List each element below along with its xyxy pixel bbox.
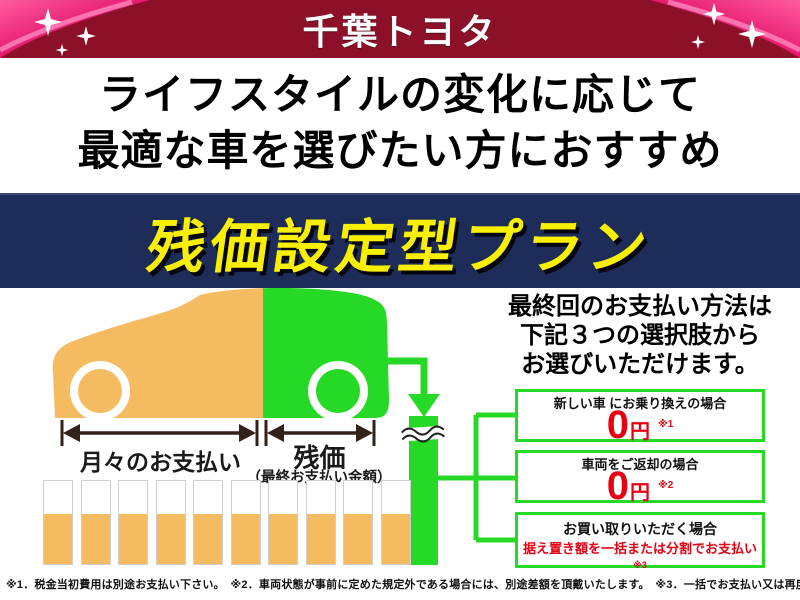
ribbon-left-icon: [0, 0, 150, 58]
sparkle-icon: [76, 26, 96, 46]
option-note: ※1: [657, 419, 674, 430]
sparkle-icon: [691, 35, 705, 49]
monthly-pay-bar: [305, 480, 336, 565]
option-note: ※2: [657, 480, 674, 491]
plan-banner-title: 残価設定型プラン: [142, 214, 656, 280]
diagram-area: 月々のお支払い 残価 （最終お支払い金額） 最終回のお支払い方法は 下記３つの選…: [0, 288, 800, 572]
header-banner: 千葉トヨタ: [0, 0, 800, 58]
monthly-pay-bar: [230, 480, 261, 565]
sparkle-icon: [55, 43, 69, 57]
brand-logo: 千葉トヨタ: [302, 11, 498, 52]
option-box-trade-in: 新しい車 にお乗り換えの場合 0 円 ※1: [515, 389, 765, 447]
option-note: ※3: [633, 560, 647, 570]
monthly-pay-bar: [268, 480, 299, 565]
monthly-pay-bar: [193, 480, 224, 565]
monthly-bars: [43, 480, 411, 565]
monthly-pay-bar: [118, 480, 149, 565]
monthly-pay-bar-fill: [381, 514, 410, 564]
options-heading: 最終回のお支払い方法は 下記３つの選択肢から お選びいただけます。: [495, 292, 785, 379]
option-box-return: 車両をご返却の場合 0 円 ※2: [515, 450, 765, 508]
options-heading-line-2: 下記３つの選択肢から: [520, 322, 760, 349]
monthly-pay-bar: [155, 480, 186, 565]
monthly-pay-bar: [343, 480, 374, 565]
option-value-row: 0 円 ※1: [518, 403, 762, 447]
option-value-row: 0 円 ※2: [518, 464, 762, 508]
monthly-pay-bar: [380, 480, 411, 565]
ribbon-right-icon: [650, 0, 800, 58]
option-value: 0: [606, 403, 629, 447]
monthly-pay-bar-fill: [344, 514, 373, 564]
sparkle-icon: [34, 8, 62, 36]
bar-break-icon: [401, 425, 447, 443]
flow-arrow: [386, 357, 440, 417]
monthly-pay-bar-fill: [119, 514, 148, 564]
footnote: ※1．税金当初費用は別途お支払い下さい。 ※2．車両状態が事前に定めた規定外であ…: [6, 579, 800, 591]
span-arrowheads: [63, 424, 373, 442]
options-heading-line-3: お選びいただけます。: [521, 351, 759, 378]
monthly-pay-bar: [43, 480, 73, 565]
option-box-buyout: お買い取りいただく場合 据え置き額を一括または分割でお支払い ※3: [515, 512, 765, 570]
sparkle-icons: [34, 2, 766, 57]
monthly-pay-bar-fill: [81, 514, 110, 564]
monthly-pay-bar-fill: [156, 514, 185, 564]
monthly-pay-bar: [80, 480, 111, 565]
monthly-pay-bar-fill: [269, 514, 298, 564]
plan-diagram-graphic: [52, 288, 515, 565]
option-title: 車両をご返却の場合: [581, 457, 699, 472]
connector-lines: [438, 412, 515, 543]
hero-headline: ライフスタイルの変化に応じて 最適な車を選びたい方におすすめ: [0, 58, 800, 193]
options-heading-line-1: 最終回のお支払い方法は: [508, 293, 772, 320]
option-unit: 円: [629, 482, 650, 504]
monthly-pay-bar-fill: [44, 514, 72, 564]
sparkle-icon: [702, 2, 726, 26]
front-wheel-icon: [78, 369, 122, 413]
residual-label: 残価: [293, 443, 346, 473]
rear-wheel-icon: [316, 369, 360, 413]
option-value-text: 据え置き額を一括または分割でお支払い ※3: [518, 540, 762, 577]
option-value: 0: [606, 464, 629, 508]
monthly-pay-bar-fill: [306, 514, 335, 564]
monthly-pay-bar-fill: [231, 514, 260, 564]
sparkle-icon: [738, 20, 766, 48]
hero-line-1: ライフスタイルの変化に応じて: [98, 71, 701, 118]
plan-banner: 残価設定型プラン: [0, 193, 800, 288]
header-decoration: [0, 0, 800, 58]
option-red-label: 据え置き額を一括または分割でお支払い: [522, 541, 757, 556]
option-unit: 円: [629, 421, 650, 443]
option-title: お買い取りいただく場合: [563, 521, 717, 537]
car-illustration: [52, 288, 389, 421]
monthly-payment-label: 月々のお支払い: [80, 449, 241, 475]
hero-line-2: 最適な車を選びたい方におすすめ: [77, 127, 723, 174]
span-arrows: [60, 420, 376, 446]
monthly-pay-bar-fill: [194, 514, 223, 564]
option-title: 新しい車 にお乗り換えの場合: [553, 396, 727, 411]
